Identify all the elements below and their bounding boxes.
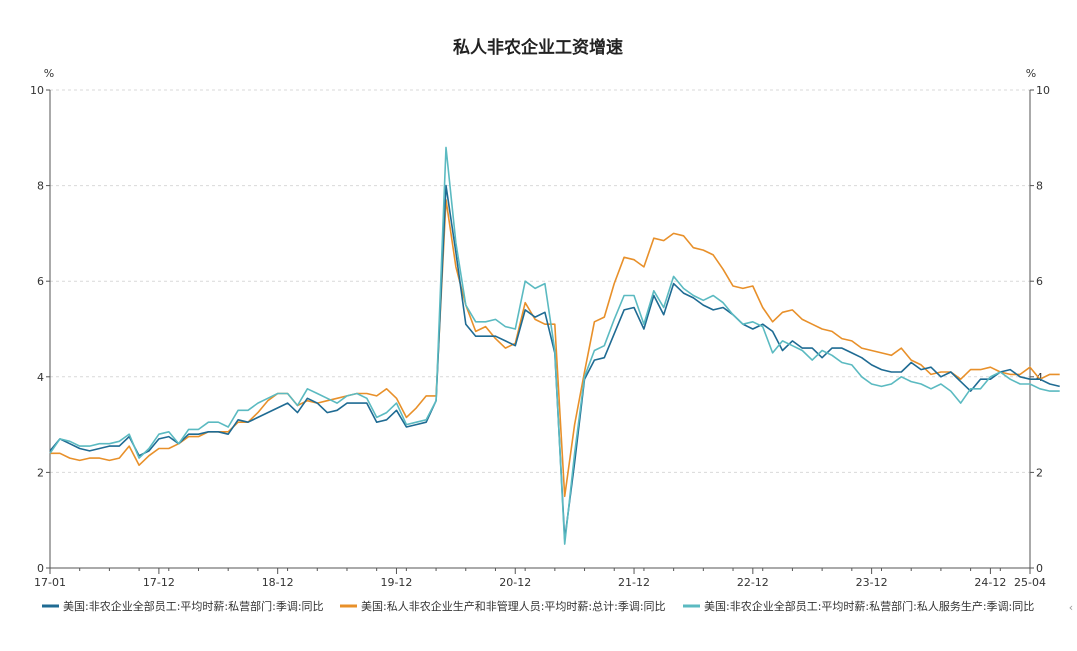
y-tick-label-left: 0	[37, 562, 44, 575]
y-tick-label-right: 8	[1036, 180, 1043, 193]
x-tick-label: 18-12	[262, 576, 294, 589]
y-tick-label-right: 4	[1036, 371, 1043, 384]
y-tick-label-left: 4	[37, 371, 44, 384]
legend-label: 美国:非农企业全部员工:平均时薪:私营部门:季调:同比	[63, 599, 324, 613]
legend-item-1[interactable]: 美国:非农企业全部员工:平均时薪:私营部门:季调:同比	[42, 599, 324, 613]
y-tick-label-right: 10	[1036, 84, 1050, 97]
gridlines	[50, 89, 1030, 473]
legend-label: 美国:私人非农企业生产和非管理人员:平均时薪:总计:季调:同比	[361, 599, 666, 613]
y-tick-label-left: 8	[37, 180, 44, 193]
axes: 0 0 2 2 4 4 6 6 8 8 10 10 17-01 17-12 18-12 19-12 20-12 2…	[30, 84, 1050, 589]
legend-item-3[interactable]: 美国:非农企业全部员工:平均时薪:私营部门:私人服务生产:季调:同比	[683, 599, 1034, 613]
y-tick-label-left: 10	[30, 84, 44, 97]
x-tick-label: 23-12	[856, 576, 888, 589]
legend: 美国:非农企业全部员工:平均时薪:私营部门:季调:同比 美国:私人非农企业生产和非…	[42, 599, 1034, 613]
y-tick-label-right: 0	[1036, 562, 1043, 575]
x-tick-label: 24-12	[974, 576, 1006, 589]
legend-label: 美国:非农企业全部员工:平均时薪:私营部门:私人服务生产:季调:同比	[704, 599, 1034, 613]
x-tick-label: 17-12	[143, 576, 175, 589]
right-axis-unit: %	[1026, 67, 1036, 80]
series-line-3	[49, 146, 1060, 545]
legend-item-2[interactable]: 美国:私人非农企业生产和非管理人员:平均时薪:总计:季调:同比	[340, 599, 666, 613]
x-tick-label: 22-12	[737, 576, 769, 589]
y-tick-label-right: 2	[1036, 466, 1043, 479]
y-tick-label-left: 6	[37, 275, 44, 288]
series-lines	[49, 146, 1060, 545]
chart-title: 私人非农企业工资增速	[453, 37, 623, 58]
x-tick-label: 21-12	[618, 576, 650, 589]
legend-scroll-arrow-icon[interactable]: ‹	[1069, 601, 1073, 614]
y-tick-label-left: 2	[37, 466, 44, 479]
x-tick-label: 17-01	[34, 576, 66, 589]
x-tick-label: 20-12	[499, 576, 531, 589]
y-tick-label-right: 6	[1036, 275, 1043, 288]
left-axis-unit: %	[44, 67, 54, 80]
x-tick-label: 19-12	[380, 576, 412, 589]
x-tick-label: 25-04	[1014, 576, 1046, 589]
